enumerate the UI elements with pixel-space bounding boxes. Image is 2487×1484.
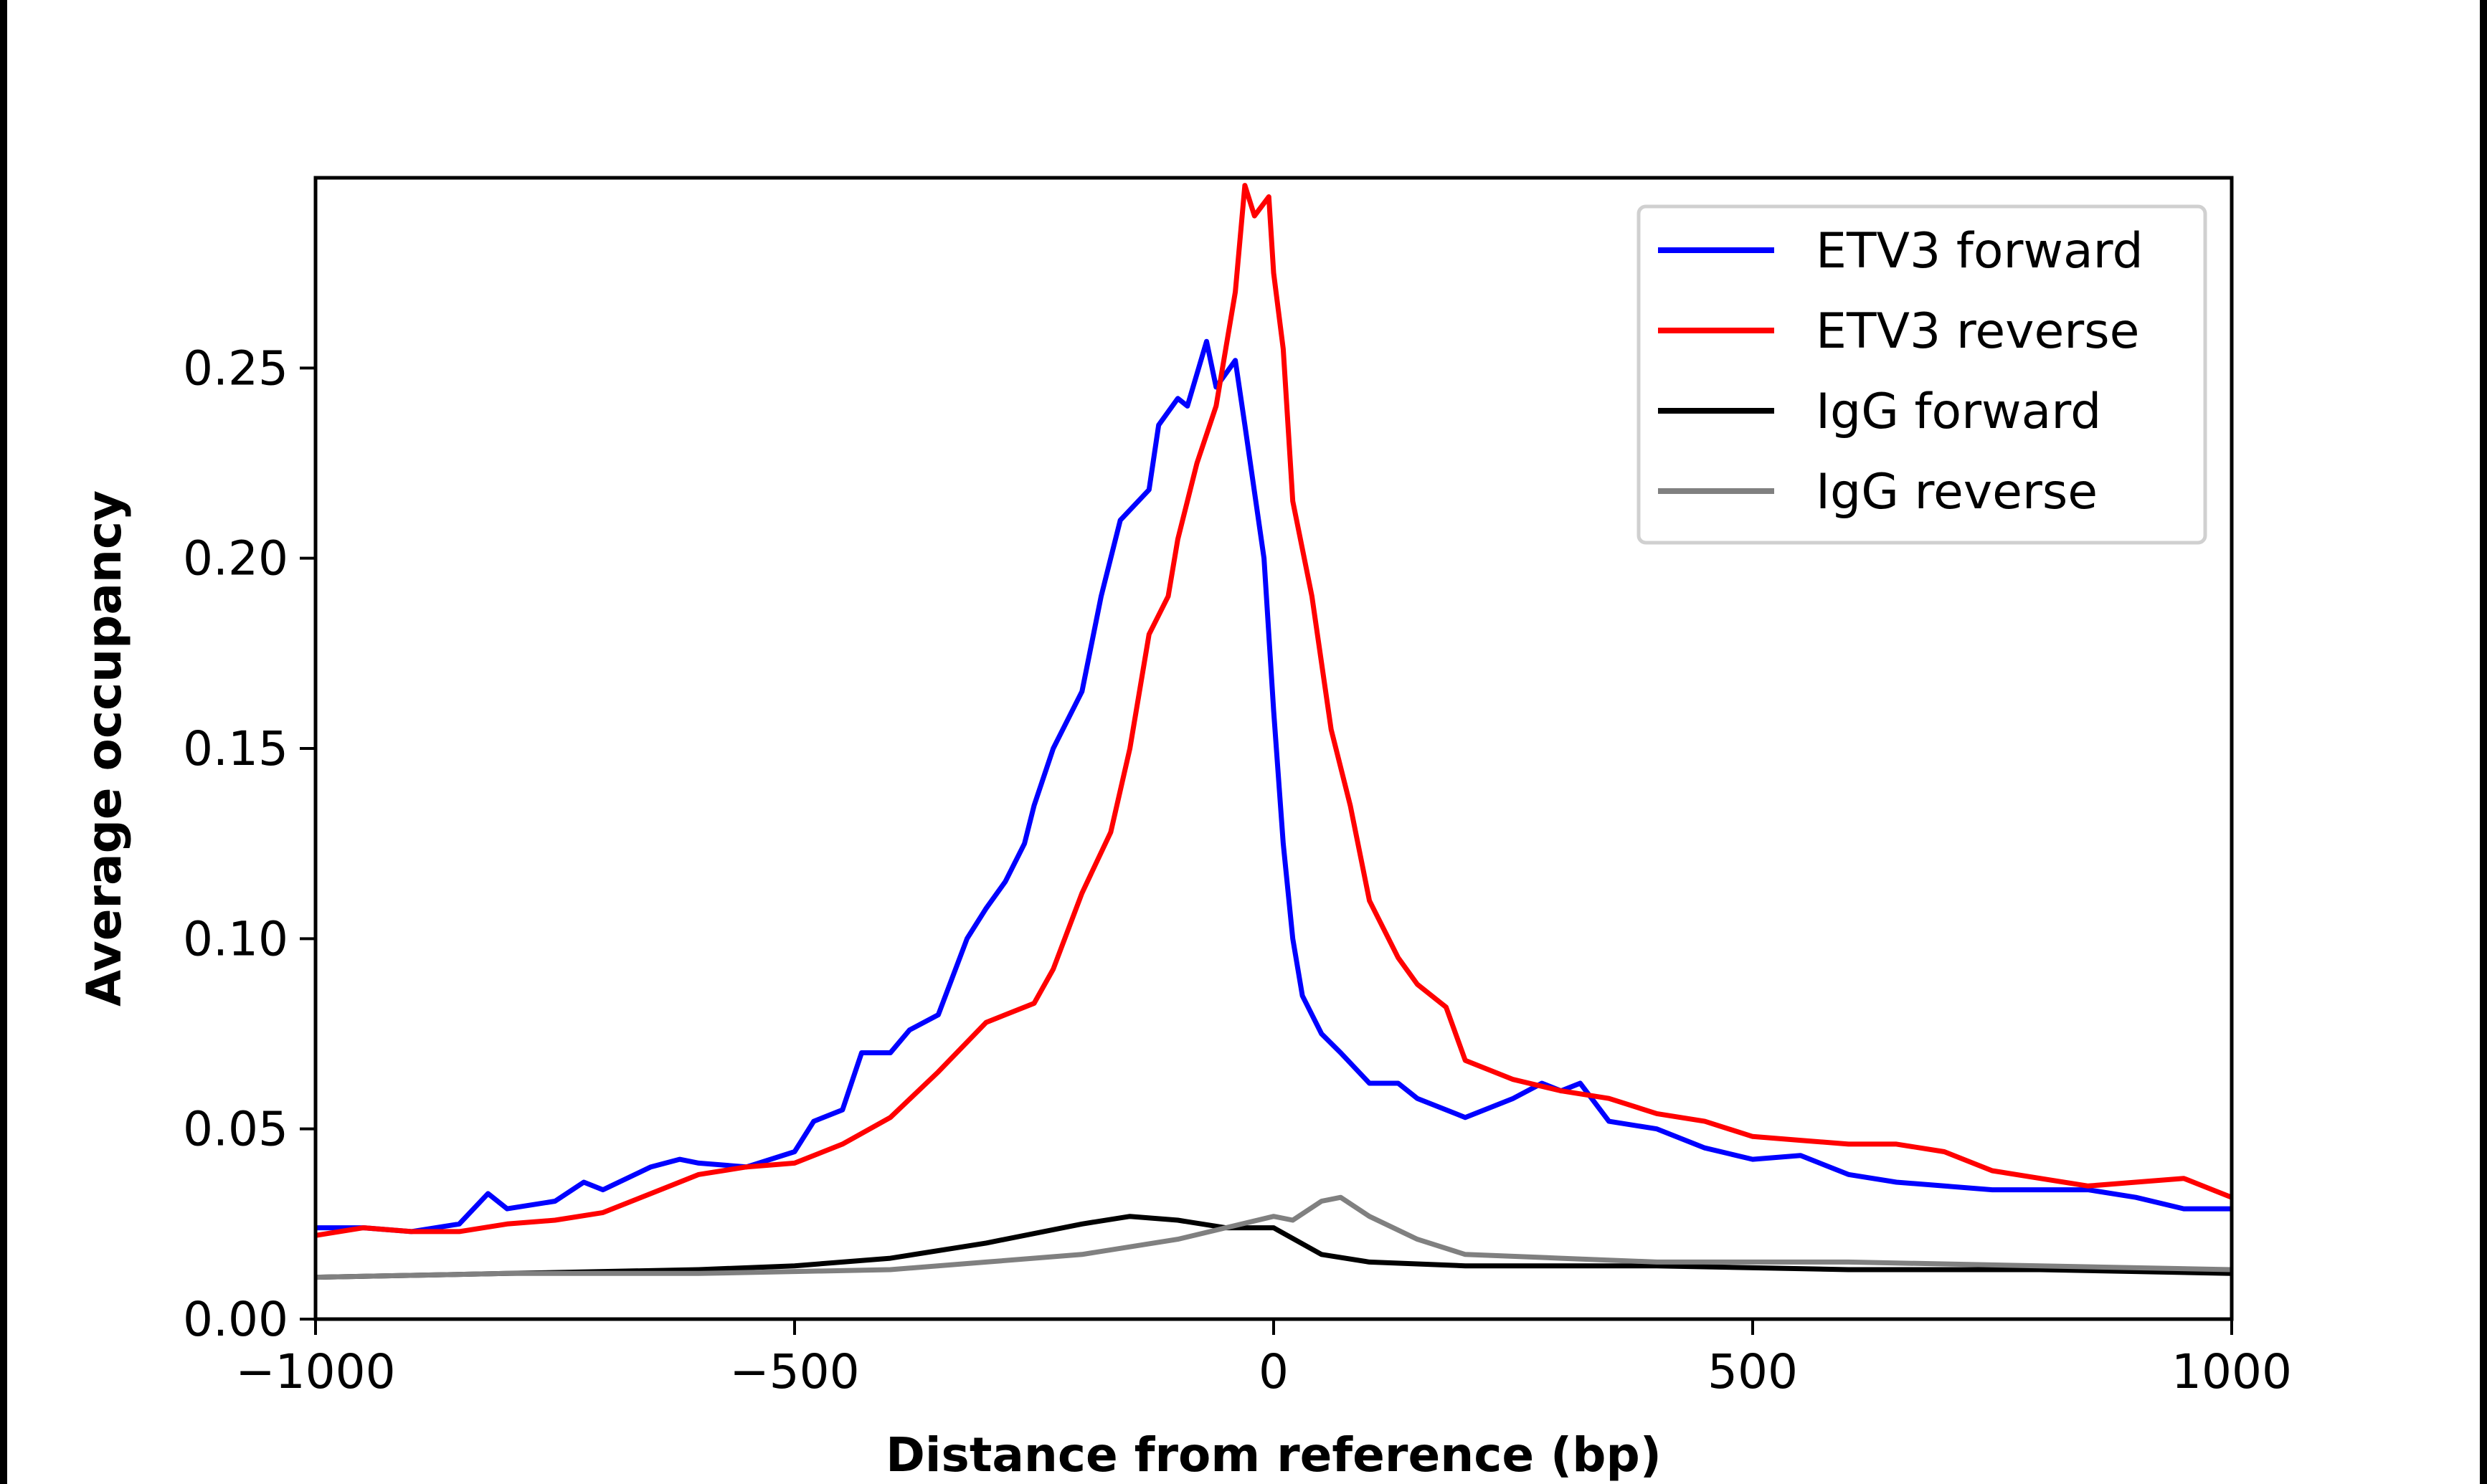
legend-label: IgG forward [1816,384,2101,440]
x-tick-label: 500 [1707,1344,1798,1399]
y-axis-label: Average occupancy [77,490,132,1007]
legend-label: ETV3 forward [1816,223,2143,280]
legend-item: ETV3 forward [1658,223,2143,280]
left-frame-border [0,0,7,1484]
x-tick-label: −1000 [235,1344,395,1399]
y-tick-label: 0.25 [183,341,288,396]
y-tick-label: 0.20 [183,531,288,586]
x-tick-label: −500 [729,1344,859,1399]
y-tick-label: 0.15 [183,721,288,776]
x-axis-label: Distance from reference (bp) [886,1427,1662,1483]
series-layer [315,183,2233,1280]
y-tick-label: 0.00 [183,1292,288,1347]
legend-item: IgG reverse [1658,464,2098,520]
series-line-igg-reverse [315,1194,2232,1280]
ticks-layer: −1000 −500 0 500 1000 0.00 0.05 0.10 0.15 0.20 0.2… [183,341,2292,1399]
legend-item: IgG forward [1658,384,2101,440]
y-tick-label: 0.05 [183,1102,288,1157]
legend-item: ETV3 reverse [1658,303,2140,360]
right-frame-border [2480,0,2487,1484]
y-tick-label: 0.10 [183,911,288,966]
x-tick-label: 1000 [2171,1344,2292,1399]
legend-label: IgG reverse [1816,464,2098,520]
x-tick-label: 0 [1259,1344,1289,1399]
legend-label: ETV3 reverse [1816,303,2140,360]
legend: ETV3 forward ETV3 reverse IgG forward IgG r… [1636,204,2207,545]
series-line-etv3-reverse [315,183,2233,1238]
series-line-igg-forward [315,1214,2232,1280]
series-line-etv3-forward [316,338,2232,1235]
legend-box [1636,204,2207,545]
